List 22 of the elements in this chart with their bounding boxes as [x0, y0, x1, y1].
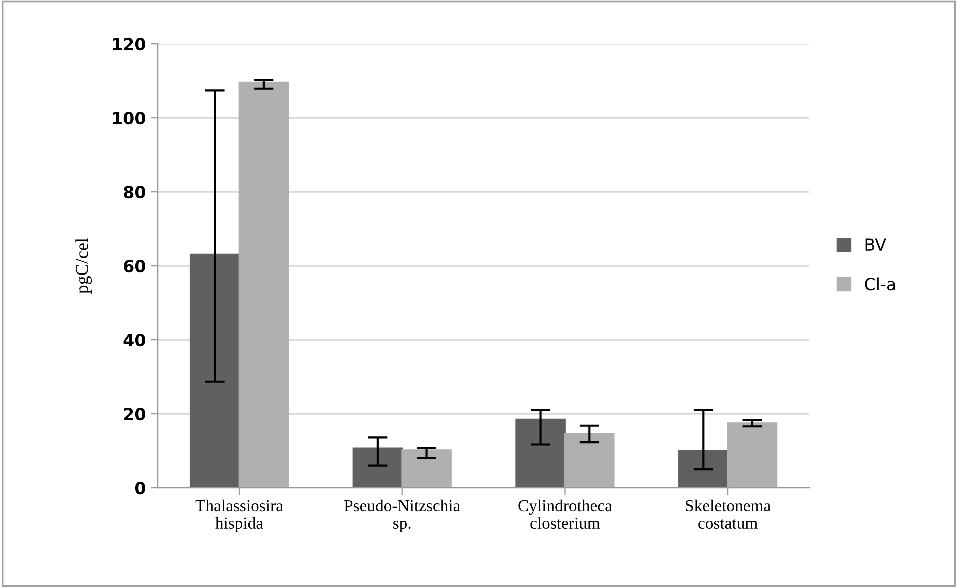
bar — [678, 450, 729, 488]
bar — [352, 448, 404, 488]
y-tick-label: 60 — [124, 260, 146, 273]
y-tick-label: 100 — [113, 112, 146, 125]
y-tick-label: 40 — [124, 334, 146, 347]
y-tick-label: 20 — [124, 408, 146, 421]
bar — [190, 254, 240, 488]
x-tick-label: Pseudo-Nitzschia sp. — [344, 500, 460, 532]
y-axis-title: pgC/cel — [76, 238, 92, 294]
bar — [516, 418, 566, 488]
x-tick-label: Skeletonema costatum — [686, 500, 771, 529]
bar — [238, 82, 290, 488]
legend-label: Cl-a — [865, 278, 896, 291]
x-tick-label: Cylindrotheca closterium — [518, 500, 612, 530]
bar — [727, 422, 778, 488]
y-tick-label: 80 — [124, 186, 146, 199]
y-tick-label: 120 — [113, 38, 146, 51]
legend-label: BV — [866, 238, 886, 251]
bar — [402, 450, 452, 488]
y-tick-label: 0 — [135, 482, 146, 495]
bar — [564, 432, 615, 488]
x-tick-label: Thalassiosira hispida — [196, 500, 284, 532]
